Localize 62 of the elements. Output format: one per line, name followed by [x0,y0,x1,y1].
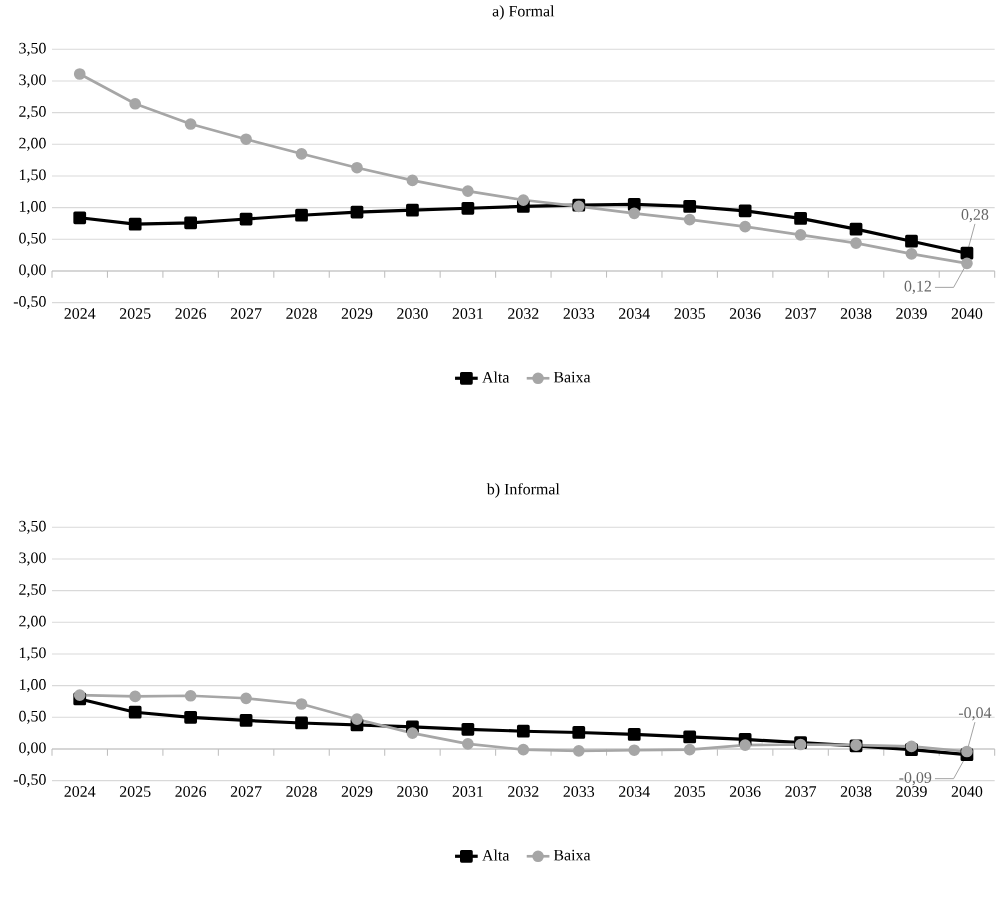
x-tick-label: 2034 [619,786,650,798]
x-tick-label: 2040 [951,786,983,798]
y-tick-label: 2,50 [19,106,46,120]
x-tick-label: 2039 [896,308,927,320]
x-tick-label: 2036 [729,786,761,798]
x-tick-label: 2033 [563,786,595,798]
y-tick-label: 3,00 [19,552,46,566]
x-tick-label: 2040 [951,308,983,320]
x-tick-label: 2024 [64,308,96,320]
x-tick-label: 2026 [175,786,207,798]
data-label: 0,12 [904,281,931,295]
y-tick-label: 1,00 [19,201,46,215]
chart-title: a) Formal [492,5,555,20]
x-tick-label: 2038 [840,308,872,320]
x-tick-label: 2034 [619,308,650,320]
y-tick-label: -0,50 [13,296,46,310]
legend-label: Baixa [553,371,591,383]
legend-label: Alta [482,371,510,383]
y-tick-label: 2,00 [19,137,46,152]
data-label: -0,04 [958,707,992,721]
x-tick-label: 2038 [840,786,872,798]
x-tick-label: 2035 [674,308,706,320]
x-tick-label: 2029 [341,786,373,798]
y-tick-label: 3,50 [19,42,46,57]
x-tick-label: 2039 [896,786,927,798]
x-tick-label: 2027 [230,786,262,798]
x-tick-label: 2028 [286,308,317,320]
data-label: -0,09 [899,772,932,786]
x-tick-label: 2031 [452,308,483,320]
x-tick-label: 2025 [119,308,151,320]
legend-label: Alta [482,849,510,861]
x-tick-label: 2037 [785,786,817,798]
x-tick-label: 2032 [508,786,539,798]
y-tick-label: 3,50 [19,520,46,535]
x-tick-label: 2030 [397,786,428,798]
x-tick-label: 2035 [674,786,706,798]
x-tick-label: 2029 [341,308,373,320]
x-tick-label: 2026 [175,308,207,320]
chart-title: b) Informal [486,483,560,498]
x-tick-label: 2037 [785,308,817,320]
y-tick-label: 3,00 [19,74,46,88]
y-tick-label: 0,00 [19,264,46,278]
x-tick-label: 2024 [64,786,96,798]
legend-label: Baixa [553,849,591,861]
y-tick-label: 2,50 [19,584,46,598]
y-tick-label: 1,00 [19,679,46,693]
x-tick-label: 2031 [452,786,483,798]
y-tick-label: 0,50 [19,232,46,247]
y-tick-label: 0,50 [19,710,46,725]
y-tick-label: 2,00 [19,615,46,630]
y-tick-label: 1,50 [19,647,46,661]
y-tick-label: -0,50 [13,774,46,788]
x-tick-label: 2028 [286,786,317,798]
data-label: 0,28 [961,209,989,223]
x-tick-label: 2036 [729,308,761,320]
x-tick-label: 2027 [230,308,262,320]
y-tick-label: 0,00 [19,742,46,756]
x-tick-label: 2033 [563,308,595,320]
x-tick-label: 2025 [119,786,151,798]
x-tick-label: 2032 [508,308,539,320]
y-tick-label: 1,50 [19,169,46,183]
x-tick-label: 2030 [397,308,428,320]
